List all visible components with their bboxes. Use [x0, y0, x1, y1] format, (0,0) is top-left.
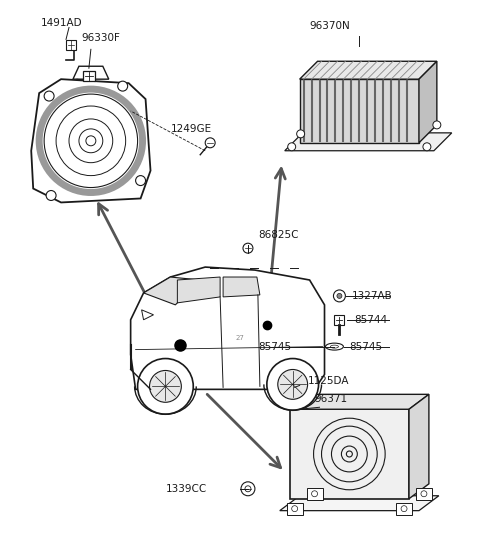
Text: 96370N: 96370N [309, 21, 350, 31]
Circle shape [401, 506, 407, 512]
Text: 27: 27 [235, 335, 244, 340]
Bar [335, 315, 344, 325]
Text: 1125DA: 1125DA [308, 376, 349, 386]
Circle shape [423, 143, 431, 151]
Circle shape [334, 290, 346, 302]
Polygon shape [142, 310, 154, 320]
Bar [66, 40, 76, 50]
Circle shape [337, 293, 342, 298]
Circle shape [46, 190, 56, 200]
Text: 85744: 85744 [354, 315, 387, 325]
Polygon shape [73, 66, 109, 79]
Circle shape [118, 81, 128, 91]
Polygon shape [290, 394, 429, 409]
Text: 85745: 85745 [258, 342, 291, 352]
Text: 1491AD: 1491AD [41, 18, 83, 29]
Bar [288, 384, 300, 394]
Polygon shape [178, 277, 220, 303]
Polygon shape [285, 133, 452, 151]
Ellipse shape [325, 343, 343, 350]
Text: 96371: 96371 [314, 394, 348, 404]
Circle shape [421, 491, 427, 497]
Bar [307, 488, 323, 500]
Text: 86825C: 86825C [258, 230, 299, 240]
Bar [83, 71, 95, 81]
Polygon shape [223, 277, 260, 297]
Circle shape [136, 176, 145, 185]
Polygon shape [300, 61, 437, 79]
Ellipse shape [330, 345, 338, 348]
Circle shape [44, 91, 54, 101]
Circle shape [150, 371, 181, 402]
Circle shape [205, 138, 215, 148]
Circle shape [39, 89, 143, 193]
Circle shape [138, 358, 193, 414]
Text: 1339CC: 1339CC [166, 484, 207, 494]
Circle shape [267, 358, 319, 410]
Circle shape [241, 482, 255, 496]
Text: 96330F: 96330F [81, 34, 120, 44]
Circle shape [312, 491, 318, 497]
Polygon shape [31, 79, 151, 203]
Bar [396, 503, 412, 515]
Polygon shape [280, 496, 439, 511]
Polygon shape [131, 267, 324, 389]
Polygon shape [300, 79, 419, 143]
Bar [290, 409, 409, 499]
Circle shape [278, 370, 308, 399]
Polygon shape [409, 394, 429, 499]
Bar [287, 503, 302, 515]
Text: 1249GE: 1249GE [170, 124, 212, 134]
Circle shape [243, 243, 253, 253]
Polygon shape [144, 277, 200, 305]
Text: 85745: 85745 [349, 342, 383, 352]
Circle shape [292, 506, 298, 512]
Bar [416, 488, 432, 500]
Text: 1327AB: 1327AB [351, 291, 392, 301]
Polygon shape [419, 61, 437, 143]
Circle shape [288, 143, 296, 151]
Circle shape [245, 486, 251, 492]
Circle shape [297, 130, 305, 138]
Circle shape [433, 121, 441, 129]
